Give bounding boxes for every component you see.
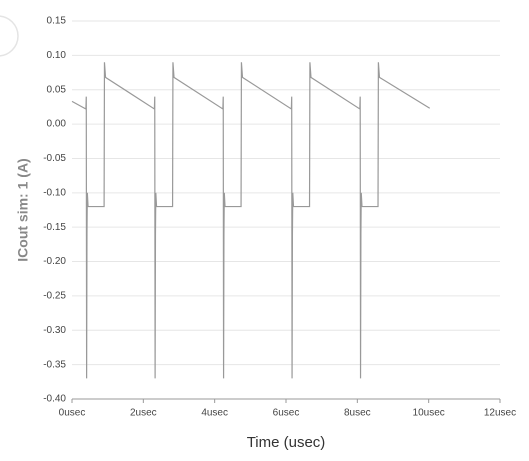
y-tick-label: -0.15 [43,222,66,233]
y-tick-label: -0.30 [43,325,66,336]
y-tick-label: 0.00 [47,119,67,130]
x-tick-label: 10usec [413,408,445,419]
y-tick-label: -0.10 [43,187,66,198]
y-tick-label: -0.20 [43,256,66,267]
x-tick-label: 2usec [130,408,157,419]
x-tick-label: 4usec [201,408,228,419]
y-tick-label: -0.25 [43,291,66,302]
x-tick-label: 12usec [484,408,516,419]
x-axis-title: Time (usec) [247,434,326,451]
x-tick-label: 8usec [344,408,371,419]
y-tick-label: 0.10 [47,50,67,61]
y-tick-label: -0.35 [43,359,66,370]
y-tick-label: 0.05 [47,84,67,95]
x-tick-label: 0usec [59,408,86,419]
y-tick-label: -0.40 [43,394,66,405]
menu-button[interactable] [0,15,19,57]
series-line [71,62,431,379]
y-tick-label: 0.15 [47,16,67,27]
x-tick-label: 6usec [273,408,300,419]
y-tick-label: -0.05 [43,153,66,164]
y-axis-title: ICout sim: 1 (A) [15,158,31,261]
